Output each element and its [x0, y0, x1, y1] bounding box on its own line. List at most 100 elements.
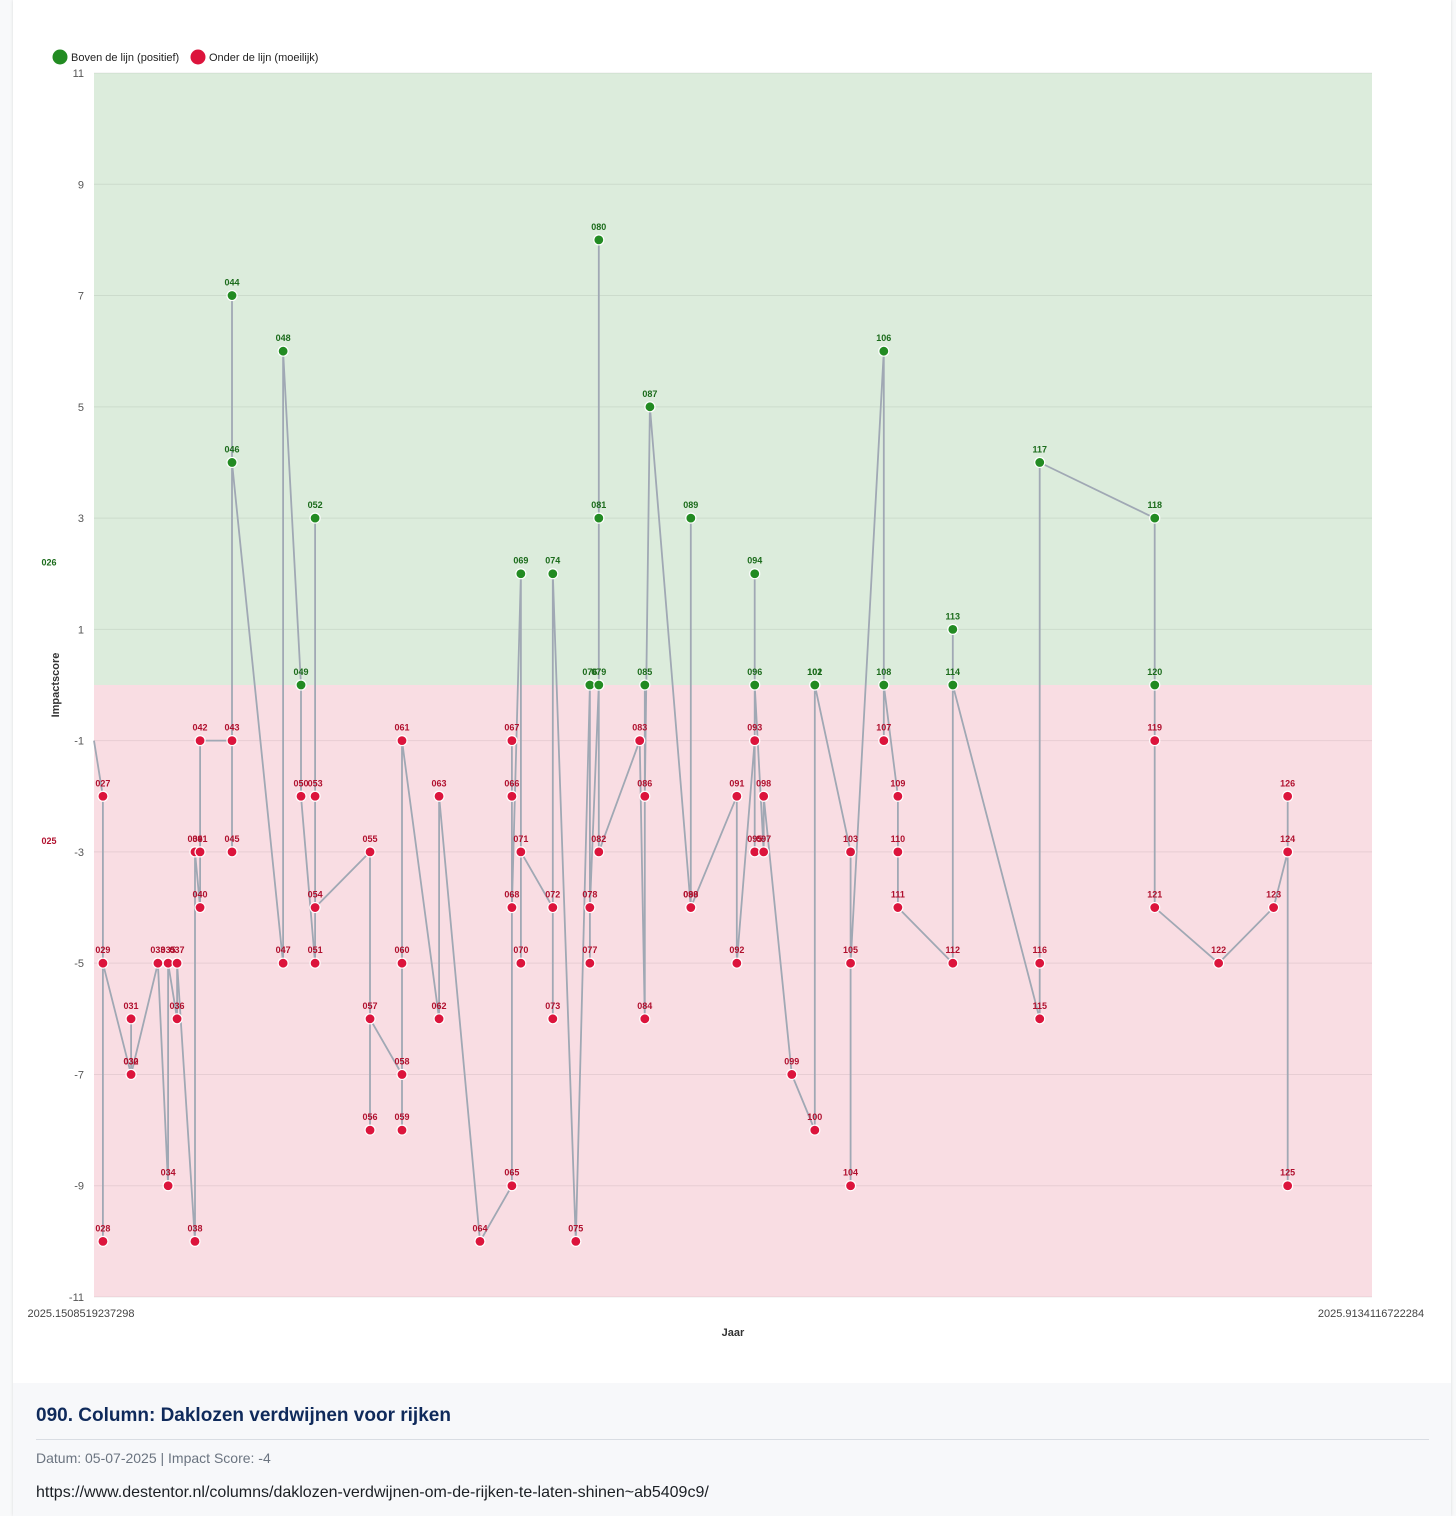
y-tick-label: 9 — [78, 179, 84, 191]
data-point — [947, 679, 959, 691]
data-point — [433, 1013, 445, 1025]
band-negative — [94, 685, 1372, 1297]
data-point — [731, 957, 743, 969]
data-point — [309, 957, 321, 969]
data-point — [878, 679, 890, 691]
data-point — [809, 1124, 821, 1136]
data-point — [570, 1235, 582, 1247]
data-point — [749, 568, 761, 580]
point-label: 082 — [591, 834, 606, 844]
point-label: 100 — [807, 1112, 822, 1122]
point-label: 126 — [1280, 778, 1295, 788]
point-label: 098 — [756, 778, 771, 788]
data-point — [396, 735, 408, 747]
point-label: 050 — [294, 778, 309, 788]
point-label: 070 — [513, 945, 528, 955]
point-label: 083 — [632, 723, 647, 733]
data-point — [758, 790, 770, 802]
point-label: 110 — [891, 834, 906, 844]
data-point — [171, 1013, 183, 1025]
x-tick-label: 2025.9134116722284 — [1318, 1308, 1424, 1320]
y-tick-label: 11 — [73, 68, 84, 80]
data-point — [162, 1180, 174, 1192]
x-axis-title: Jaar — [722, 1327, 745, 1339]
article-meta: Datum: 05-07-2025 | Impact Score: -4 — [36, 1450, 271, 1466]
chart-bands — [94, 73, 1372, 1297]
legend-marker — [190, 49, 206, 65]
series-line — [93, 239, 1289, 1243]
data-point — [97, 1235, 109, 1247]
data-point — [1149, 512, 1161, 524]
data-point — [547, 568, 559, 580]
point-label: 077 — [582, 945, 597, 955]
point-label: 037 — [170, 945, 185, 955]
point-label: 109 — [890, 778, 905, 788]
point-label: 029 — [95, 945, 110, 955]
point-label: 120 — [1147, 667, 1162, 677]
point-label: 103 — [843, 834, 858, 844]
legend-label: Onder de lijn (moeilijk) — [209, 52, 318, 64]
point-label: 087 — [642, 389, 657, 399]
legend-marker — [52, 49, 68, 65]
point-label: 030 — [124, 1056, 139, 1066]
data-point — [97, 790, 109, 802]
point-label: 049 — [294, 667, 309, 677]
point-label: 099 — [784, 1056, 799, 1066]
data-point — [506, 901, 518, 914]
data-point — [1034, 957, 1046, 969]
data-point — [593, 846, 605, 858]
y-axis-title: Impactscore — [50, 653, 62, 718]
point-label: 096 — [747, 667, 762, 677]
data-point — [584, 957, 596, 969]
point-label: 048 — [276, 333, 291, 343]
point-label: 089 — [683, 500, 698, 510]
data-point — [226, 289, 238, 302]
data-point — [639, 679, 651, 691]
data-point — [189, 1235, 201, 1247]
article-url[interactable]: https://www.destentor.nl/columns/dakloze… — [36, 1484, 709, 1501]
point-label: 107 — [876, 723, 891, 733]
y-tick-label: 3 — [78, 513, 84, 525]
data-point — [364, 846, 376, 858]
point-label: 101 — [807, 667, 822, 677]
data-point — [309, 901, 321, 914]
point-label: 116 — [1032, 945, 1047, 955]
point-label: 073 — [545, 1001, 560, 1011]
article-title: 090. Column: Daklozen verdwijnen voor ri… — [36, 1405, 451, 1426]
point-label: 124 — [1280, 834, 1295, 844]
chart-points: 026 025 027 028 029 030 031 032 033 034 035 036 037 0… — [41, 222, 1295, 1247]
point-label: 072 — [545, 890, 560, 900]
point-label: 085 — [637, 667, 652, 677]
point-label: 033 — [150, 945, 165, 955]
data-point — [226, 456, 238, 469]
point-label: 031 — [124, 1001, 139, 1011]
data-point — [892, 901, 904, 914]
data-point — [634, 735, 646, 747]
point-label: 104 — [843, 1168, 858, 1178]
point-label: 027 — [95, 778, 110, 788]
point-label: 119 — [1147, 723, 1162, 733]
data-point — [506, 1180, 518, 1192]
data-point — [1282, 790, 1294, 802]
point-label: 118 — [1147, 500, 1162, 510]
point-label: 114 — [946, 667, 961, 677]
y-tick-label: -9 — [74, 1181, 84, 1193]
point-label: 079 — [591, 667, 606, 677]
data-point — [506, 735, 518, 747]
y-tick-label: -3 — [74, 847, 84, 859]
point-label: 108 — [876, 667, 891, 677]
data-point — [547, 1013, 559, 1025]
data-point — [749, 679, 761, 691]
data-point — [892, 846, 904, 858]
data-point — [593, 679, 605, 691]
point-label: 081 — [591, 500, 606, 510]
point-label: 039 — [187, 834, 202, 844]
legend-label: Boven de lijn (positief) — [71, 52, 179, 64]
point-label: 047 — [276, 945, 291, 955]
point-label: 055 — [363, 834, 378, 844]
point-label: 123 — [1266, 890, 1281, 900]
data-point — [878, 735, 890, 747]
data-point — [639, 790, 651, 802]
point-label: 125 — [1280, 1168, 1295, 1178]
point-label: 061 — [394, 723, 409, 733]
